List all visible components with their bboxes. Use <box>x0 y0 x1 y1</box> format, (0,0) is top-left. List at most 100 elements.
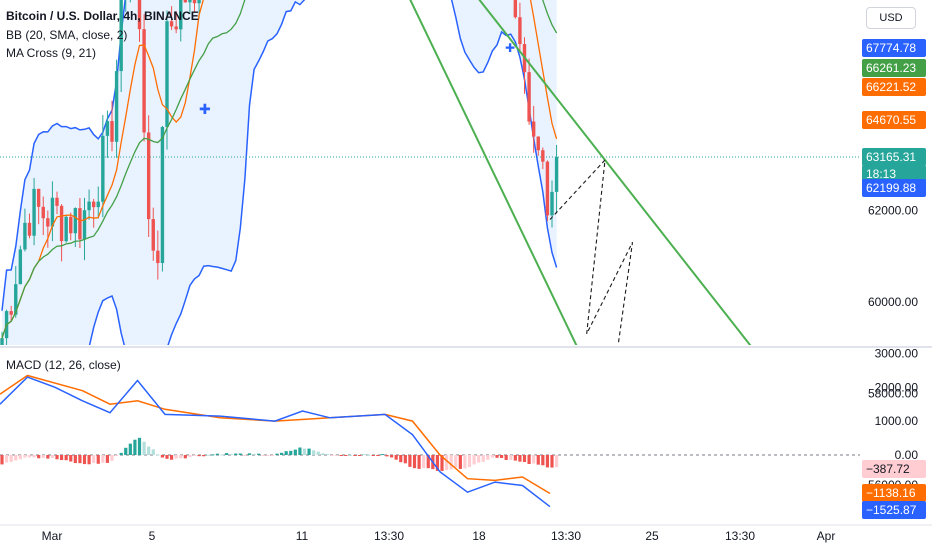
ma-cross-legend[interactable]: MA Cross (9, 21) <box>6 46 97 60</box>
time-tick-label: Apr <box>817 529 836 543</box>
histogram-bar <box>389 455 394 458</box>
histogram-bar <box>403 455 407 464</box>
macd-badge-bg <box>862 501 926 519</box>
candle-body <box>32 188 36 236</box>
histogram-bar <box>376 455 380 456</box>
histogram-bar <box>463 455 467 469</box>
histogram-bar <box>298 447 302 455</box>
candle-body <box>41 206 45 219</box>
candle-body <box>151 219 155 251</box>
candle-body <box>78 208 82 240</box>
macd-badge-text: −1525.87 <box>866 503 917 517</box>
histogram-bar <box>183 455 187 459</box>
histogram-bar <box>247 453 252 455</box>
price-badge-text: 62199.88 <box>866 181 916 195</box>
macd-legend[interactable]: MACD (12, 26, close) <box>6 358 121 372</box>
price-badge-text: 18:13 <box>866 167 896 181</box>
histogram-bar <box>353 455 357 456</box>
candle-body <box>165 21 169 128</box>
time-axis: Mar 5 11 13:30 18 13:30 25 13:30 Apr <box>42 529 836 543</box>
candle-body <box>119 0 123 72</box>
price-badge: 64670.55 <box>862 111 926 129</box>
price-badge: 62199.88 <box>862 179 926 197</box>
time-tick-label: 5 <box>149 529 156 543</box>
candle-body <box>192 0 197 4</box>
histogram-bar <box>302 448 307 455</box>
candle-body <box>169 21 174 27</box>
price-badge: 66221.52 <box>862 78 926 96</box>
histogram-bar <box>522 455 527 463</box>
histogram-bar <box>169 455 174 460</box>
histogram-bar <box>82 455 87 465</box>
candle-body <box>18 249 23 285</box>
histogram-bar <box>27 455 32 458</box>
bb-legend[interactable]: BB (20, SMA, close, 2) <box>6 28 128 42</box>
histogram-bar <box>334 455 339 456</box>
histogram-bar <box>0 455 4 465</box>
histogram-bar <box>238 453 242 455</box>
price-badge-bg <box>862 111 926 129</box>
histogram-bar <box>69 455 73 462</box>
candle-body <box>105 121 110 136</box>
bollinger-band-fill <box>2 0 557 345</box>
time-tick-label: 13:30 <box>374 529 404 543</box>
macd-badge-bg <box>862 484 926 502</box>
histogram-bar <box>362 454 366 456</box>
histogram-bar <box>188 455 192 457</box>
candle-body <box>27 222 32 236</box>
histogram-bar <box>50 455 55 458</box>
histogram-bar <box>110 455 114 461</box>
histogram-bar <box>23 455 27 458</box>
candle-body <box>156 250 160 264</box>
histogram-bar <box>147 446 151 455</box>
histogram-bar <box>284 451 288 455</box>
price-badge-bg <box>862 148 926 166</box>
price-tick-label: 60000.00 <box>868 295 918 309</box>
histogram-bar <box>202 455 206 457</box>
time-tick-label: 13:30 <box>551 529 581 543</box>
histogram-bar <box>96 455 100 464</box>
histogram-bar <box>545 455 550 468</box>
histogram-bar <box>426 455 430 469</box>
histogram-bar <box>289 450 293 455</box>
macd-tick-label: 2000.00 <box>875 380 919 394</box>
candle-body <box>96 201 100 208</box>
price-tick-label: 62000.00 <box>868 203 918 217</box>
candle-body <box>188 0 192 3</box>
price-pane: ✚✚ <box>0 0 860 345</box>
time-tick-label: Mar <box>42 529 63 543</box>
histogram-bar <box>339 455 343 456</box>
histogram-bar <box>37 455 41 459</box>
histogram-bar <box>454 455 458 468</box>
macd-signal-line <box>0 374 551 495</box>
candle-body <box>101 135 105 202</box>
histogram-bar <box>509 455 513 460</box>
histogram-bar <box>490 455 495 458</box>
macd-tick-label: 3000.00 <box>875 346 919 360</box>
histogram-bar <box>472 455 476 465</box>
histogram-bar <box>92 455 96 463</box>
histogram-bar <box>160 455 165 458</box>
chart-title: Bitcoin / U.S. Dollar, 4h, BINANCE <box>6 9 199 23</box>
histogram-bar <box>486 455 490 460</box>
histogram-bar <box>257 453 261 455</box>
histogram-bar <box>357 455 362 457</box>
histogram-bar <box>458 455 462 469</box>
histogram-bar <box>394 455 398 460</box>
candle-body <box>91 201 96 208</box>
histogram-bar <box>101 455 105 463</box>
histogram-bar <box>536 455 540 465</box>
histogram-bar <box>224 453 229 455</box>
currency-button[interactable]: USD <box>866 7 916 29</box>
histogram-bar <box>229 453 233 455</box>
histogram-bar <box>316 451 320 455</box>
histogram-bar <box>156 454 160 456</box>
bollinger-upper-line <box>1 0 126 311</box>
histogram-bar <box>408 455 412 467</box>
histogram-bar <box>348 454 352 456</box>
histogram-bar <box>55 455 59 460</box>
histogram-bar <box>440 455 444 471</box>
histogram-bar <box>78 455 82 464</box>
histogram-bar <box>119 452 123 455</box>
